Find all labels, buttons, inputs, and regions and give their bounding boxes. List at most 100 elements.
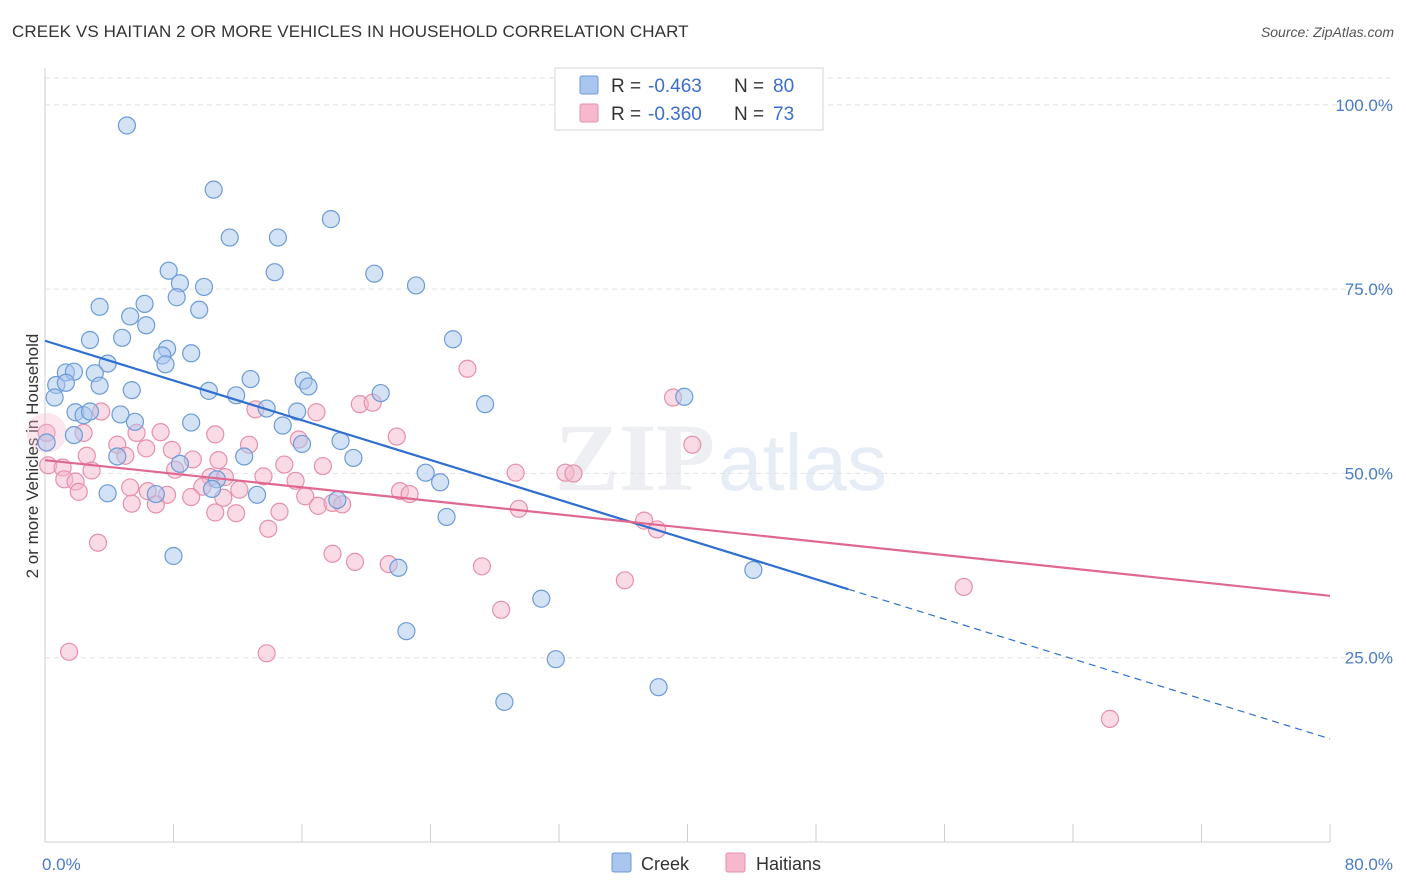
trend-line-haitians — [44, 459, 1331, 597]
y-tick-label: 100.0% — [1335, 96, 1393, 115]
scatter-point-creek — [416, 463, 435, 482]
axes — [44, 68, 1331, 843]
scatter-point-haitians — [121, 478, 140, 497]
stats-haitians-r-label: R = — [611, 104, 641, 125]
y-tick-label: 25.0% — [1345, 649, 1393, 668]
scatter-point-creek — [125, 412, 145, 431]
scatter-point-haitians — [59, 642, 79, 661]
series-creek-points — [37, 116, 763, 712]
scatter-point-haitians — [564, 464, 583, 483]
scatter-point-haitians — [954, 577, 973, 597]
trend-line-creek-extension — [847, 588, 1331, 740]
scatter-point-haitians — [307, 403, 326, 422]
stats-haitians-n-label: N = — [734, 104, 764, 125]
scatter-point-haitians — [206, 503, 225, 522]
scatter-point-haitians — [88, 533, 108, 552]
scatter-point-haitians — [209, 451, 228, 470]
scatter-point-creek — [80, 330, 100, 350]
scatter-point-creek — [37, 433, 56, 452]
scatter-point-creek — [299, 377, 318, 396]
scatter-point-creek — [288, 402, 307, 421]
scatter-point-haitians — [506, 463, 525, 482]
scatter-point-creek — [108, 447, 127, 466]
scatter-point-creek — [182, 413, 201, 432]
y-tick-labels: 25.0% 50.0% 75.0% 100.0% — [1335, 96, 1393, 668]
y-axis-label: 2 or more Vehicles in Household — [23, 334, 42, 579]
scatter-point-creek — [344, 448, 363, 468]
stats-creek-r-value: -0.463 — [648, 76, 702, 97]
scatter-point-creek — [532, 589, 551, 608]
scatter-point-haitians — [259, 519, 278, 538]
scatter-point-creek — [202, 479, 222, 499]
scatter-point-haitians — [387, 427, 406, 446]
chart-title: CREEK VS HAITIAN 2 OR MORE VEHICLES IN H… — [12, 22, 689, 41]
scatter-point-haitians — [206, 425, 225, 444]
scatter-point-haitians — [458, 359, 477, 378]
scatter-point-haitians — [286, 471, 305, 490]
y-tick-label: 50.0% — [1345, 464, 1393, 483]
scatter-point-haitians — [257, 644, 276, 663]
scatter-point-creek — [64, 425, 84, 445]
stats-haitians-swatch — [579, 103, 599, 123]
scatter-point-haitians — [26, 412, 67, 453]
scatter-point-creek — [80, 402, 100, 421]
x-tick-label: 0.0% — [42, 855, 81, 874]
scatter-point-haitians — [1100, 709, 1120, 728]
scatter-point-creek — [56, 373, 75, 392]
scatter-point-creek — [649, 678, 668, 697]
scatter-point-haitians — [122, 494, 141, 513]
scatter-point-creek — [170, 454, 190, 473]
source-label: Source: ZipAtlas.com — [1260, 24, 1394, 40]
scatter-point-creek — [235, 447, 254, 466]
scatter-point-haitians — [615, 571, 634, 590]
scatter-point-creek — [397, 622, 416, 641]
scatter-point-creek — [406, 276, 426, 295]
scatter-point-creek — [164, 546, 183, 566]
scatter-point-creek — [744, 560, 763, 580]
scatter-point-haitians — [151, 423, 170, 442]
stats-box: R = -0.463 N = 80 R = -0.360 N = 73 — [554, 67, 824, 131]
scatter-point-haitians — [323, 544, 342, 563]
scatter-point-haitians — [472, 557, 491, 576]
scatter-point-creek — [146, 484, 165, 504]
trend-lines — [44, 339, 1331, 740]
scatter-point-creek — [443, 330, 463, 349]
scatter-point-creek — [437, 507, 456, 527]
legend: Creek Haitians — [611, 852, 821, 874]
legend-creek-swatch — [611, 852, 632, 873]
scatter-point-haitians — [230, 480, 249, 499]
scatter-point-creek — [247, 485, 267, 504]
stats-creek-n-value: 80 — [773, 76, 794, 97]
scatter-point-creek — [675, 387, 694, 406]
scatter-point-haitians — [162, 440, 181, 459]
scatter-point-creek — [265, 263, 284, 282]
scatter-point-haitians — [227, 504, 246, 523]
scatter-point-creek — [371, 383, 390, 403]
scatter-point-creek — [546, 650, 565, 669]
scatter-point-creek — [241, 369, 260, 389]
scatter-point-haitians — [492, 600, 511, 619]
scatter-point-creek — [495, 692, 514, 712]
scatter-point-creek — [156, 355, 175, 374]
scatter-point-creek — [135, 294, 154, 313]
scatter-point-haitians — [275, 455, 294, 474]
x-tick-label: 80.0% — [1345, 855, 1393, 874]
scatter-point-haitians — [182, 487, 201, 507]
scatter-point-creek — [98, 484, 117, 503]
scatter-point-creek — [167, 288, 186, 307]
scatter-point-creek — [268, 228, 288, 247]
scatter-point-creek — [182, 344, 201, 363]
scatter-point-creek — [117, 116, 137, 135]
scatter-point-haitians — [345, 552, 365, 571]
scatter-point-creek — [90, 376, 109, 395]
stats-creek-swatch — [579, 75, 599, 95]
legend-haitians-label: Haitians — [756, 854, 821, 874]
grid-lines — [45, 77, 1392, 659]
scatter-point-creek — [321, 210, 341, 229]
scatter-point-creek — [194, 277, 214, 297]
stats-box-frame — [554, 67, 824, 131]
scatter-point-haitians — [683, 435, 702, 454]
scatter-point-creek — [476, 395, 495, 414]
scatter-point-haitians — [137, 439, 156, 458]
legend-haitians-swatch — [725, 852, 746, 873]
